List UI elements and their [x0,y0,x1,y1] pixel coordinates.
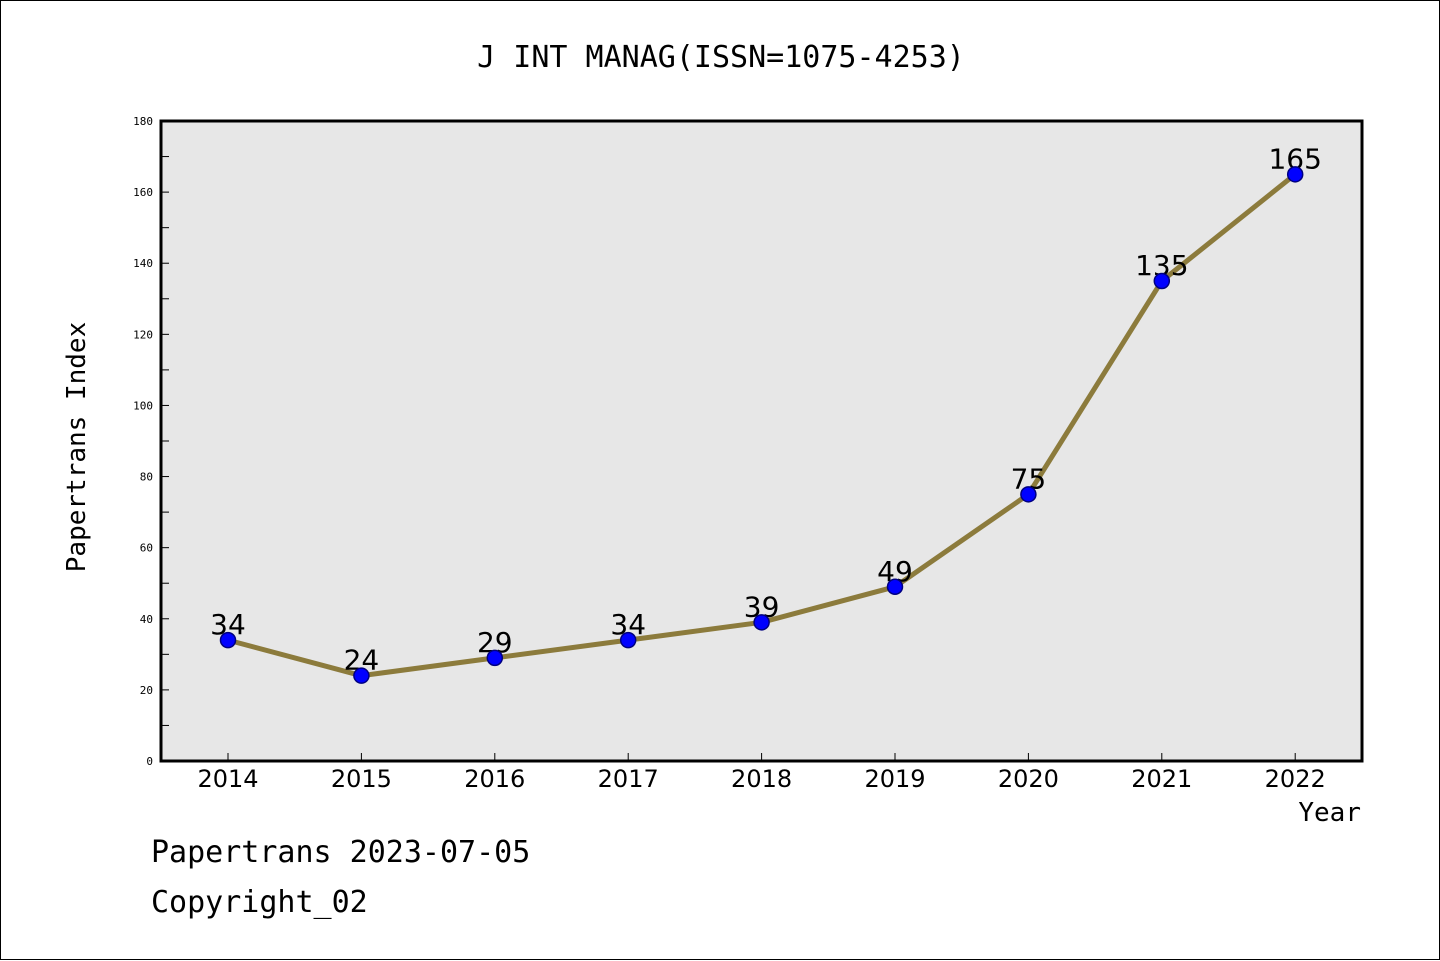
x-tick-label: 2020 [998,765,1059,793]
data-point [753,614,770,631]
x-tick-label: 2018 [731,765,792,793]
data-point [619,631,637,649]
y-tick-label: 40 [140,613,153,626]
x-tick-label: 2019 [864,765,925,793]
chart-title: J INT MANAG(ISSN=1075-4253) [477,40,965,75]
data-point [353,667,370,684]
x-tick-label: 2021 [1131,765,1192,793]
x-axis-label: Year [1298,798,1361,828]
footer-date: Papertrans 2023-07-05 [151,835,531,870]
y-tick-label: 100 [133,399,153,412]
x-tick-label: 2022 [1265,765,1326,793]
data-point [886,578,904,596]
x-tick-label: 2016 [464,765,525,793]
y-axis-label: Papertrans Index [62,322,92,572]
y-tick-label: 0 [146,755,153,768]
y-tick-label: 140 [133,257,153,270]
y-tick-label: 60 [140,542,153,555]
footer-copyright: Copyright_02 [151,885,368,920]
x-tick-label: 2015 [331,765,392,793]
y-tick-label: 80 [140,471,153,484]
data-point [1153,272,1171,290]
y-tick-label: 20 [140,684,153,697]
data-point [1286,166,1304,183]
data-point [1020,486,1037,503]
plot-area [161,121,1362,761]
data-point [486,649,504,667]
y-tick-label: 180 [133,115,153,128]
plot-border [159,119,1364,763]
y-tick-label: 120 [133,328,153,341]
y-tick-label: 160 [133,186,153,199]
data-point [219,631,237,649]
x-tick-label: 2017 [598,765,659,793]
x-axis: 2014 2015 2016 2017 2018 2019 2020 2021 2022 [197,753,1326,793]
x-tick-label: 2014 [197,765,258,793]
